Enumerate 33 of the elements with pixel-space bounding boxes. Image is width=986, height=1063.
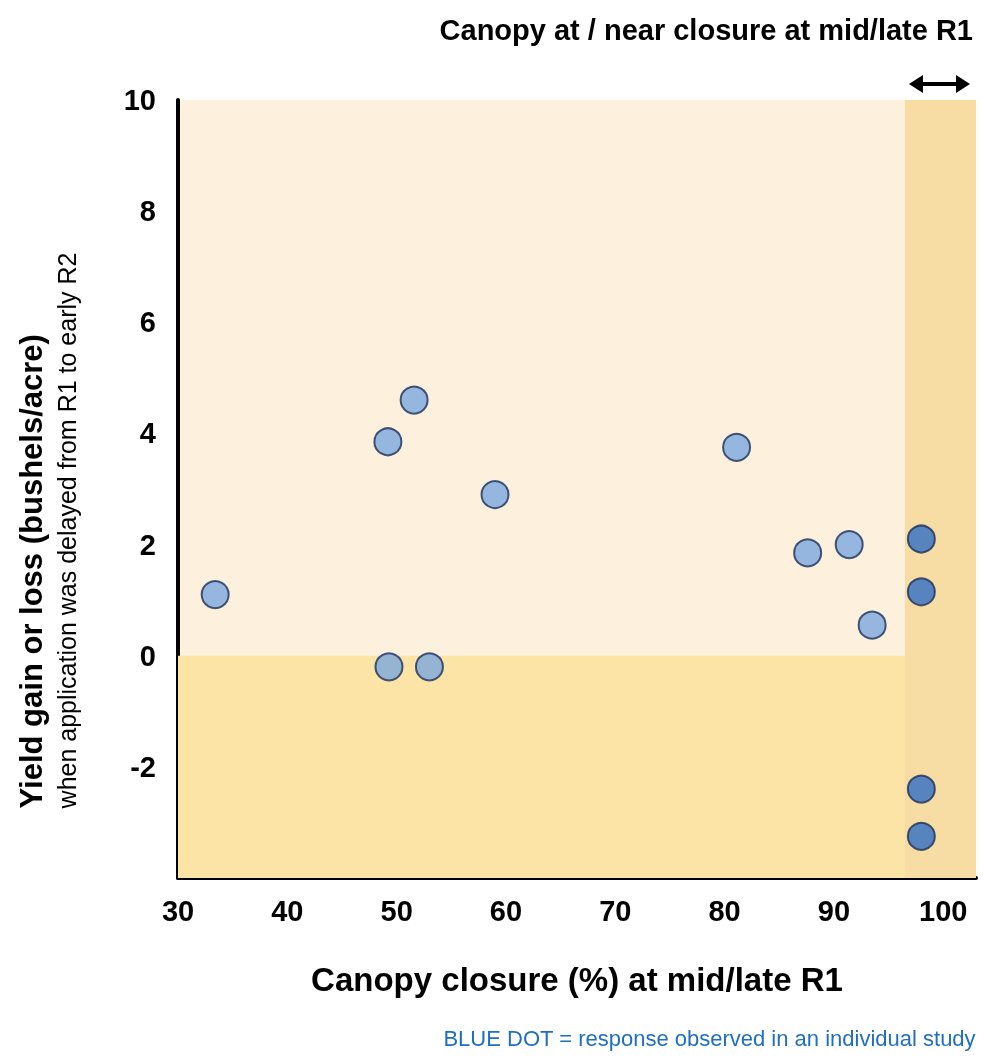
point (834, 530, 864, 560)
y-tick-label: 10 (123, 84, 156, 116)
point (414, 652, 444, 682)
point (399, 385, 429, 415)
point (793, 538, 823, 568)
point (906, 821, 936, 851)
y-tick-label: -2 (130, 750, 156, 783)
point (373, 427, 403, 457)
y-tick-label: 8 (139, 195, 156, 228)
y-axis-title: Yield gain or loss (bushels/acre) when application was delayed from R1 to early R2 (14, 252, 81, 810)
point (906, 577, 936, 607)
point (722, 432, 752, 462)
x-axis-title: Canopy closure (%) at mid/late R1 (311, 961, 843, 998)
point (200, 580, 230, 610)
y-tick-label: 0 (139, 639, 156, 672)
x-tick-label: 80 (708, 894, 741, 927)
text: BLUE DOT = response observed in an individual study (443, 1025, 976, 1051)
point (906, 774, 936, 804)
x-tick-label: 40 (271, 894, 304, 927)
chart-title: Canopy at / near closure at mid/late R1 (439, 13, 974, 46)
x-tick-label: 30 (161, 894, 195, 927)
x-tick-label: 90 (817, 894, 851, 927)
x-tick-label: 60 (489, 894, 523, 927)
point (374, 652, 404, 682)
y-tick-label: 6 (139, 306, 156, 339)
y-tick-label: 2 (139, 528, 156, 561)
x-tick-label: 100 (919, 894, 968, 927)
point (480, 480, 510, 510)
x-tick-label: 70 (599, 894, 632, 927)
point (857, 610, 887, 640)
y-tick-label: 4 (139, 417, 156, 450)
point (906, 524, 936, 554)
x-tick-label: 50 (380, 894, 413, 927)
